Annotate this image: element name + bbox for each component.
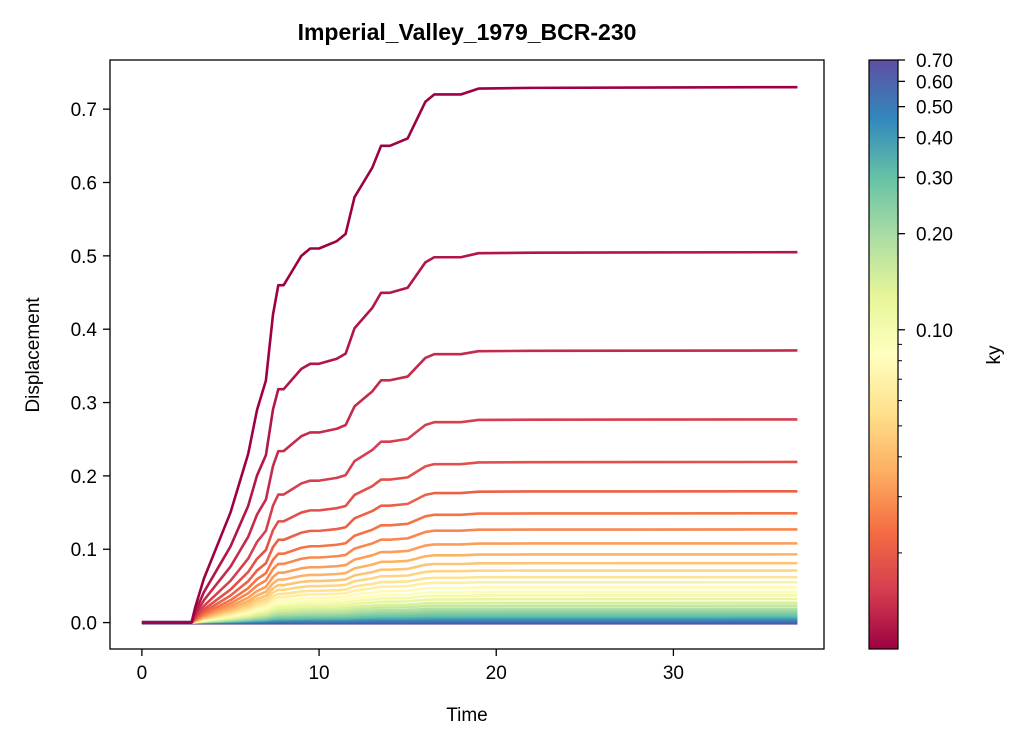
colorbar-tick-label: 0.40 — [916, 129, 953, 150]
y-tick-label: 0.1 — [71, 540, 97, 561]
colorbar-axis: 0.10 0.20 0.30 0.40 0.50 0.600.70 — [898, 51, 953, 554]
colorbar-tick-label: 0.30 — [916, 168, 953, 189]
series-line-2 — [141, 250, 798, 624]
y-axis: 0.0 0.1 0.2 0.3 0.4 0.5 0.6 0.7 — [71, 100, 110, 635]
x-axis-label: Time — [446, 705, 488, 726]
series-line-1 — [141, 85, 798, 624]
y-tick-label: 0.6 — [71, 173, 97, 194]
colorbar-tick-label: 0.70 — [916, 51, 953, 72]
y-tick-label: 0.0 — [71, 614, 97, 635]
colorbar-tick-label: 0.60 — [916, 72, 953, 93]
colorbar-tick-label: 0.50 — [916, 98, 953, 119]
y-tick-label: 0.7 — [71, 100, 97, 121]
series-line-6 — [141, 490, 798, 624]
series-layer — [141, 85, 798, 625]
colorbar-label: ky — [984, 345, 1005, 365]
chart-title: Imperial_Valley_1979_BCR-230 — [298, 19, 637, 45]
x-tick-label: 10 — [308, 663, 329, 684]
plot-frame — [109, 59, 825, 650]
x-tick-label: 30 — [663, 663, 684, 684]
series-line-5 — [141, 460, 798, 624]
series-line-10 — [141, 553, 798, 624]
colorbar-tick-label: 0.20 — [916, 225, 953, 246]
x-tick-label: 20 — [486, 663, 507, 684]
series-line-4 — [141, 418, 798, 624]
series-line-8 — [141, 528, 798, 624]
y-tick-label: 0.3 — [71, 394, 97, 415]
y-tick-label: 0.4 — [71, 320, 98, 341]
x-tick-label: 0 — [137, 663, 148, 684]
colorbar-tick-label: 0.10 — [916, 321, 953, 342]
x-axis: 0 10 20 30 — [137, 649, 684, 684]
series-line-3 — [141, 349, 798, 624]
series-line-7 — [141, 512, 798, 624]
colorbar — [868, 59, 899, 650]
y-tick-label: 0.5 — [71, 247, 97, 268]
series-line-9 — [141, 542, 798, 624]
y-tick-label: 0.2 — [71, 467, 97, 488]
series-line-11 — [141, 561, 798, 624]
y-axis-label: Displacement — [23, 297, 44, 413]
